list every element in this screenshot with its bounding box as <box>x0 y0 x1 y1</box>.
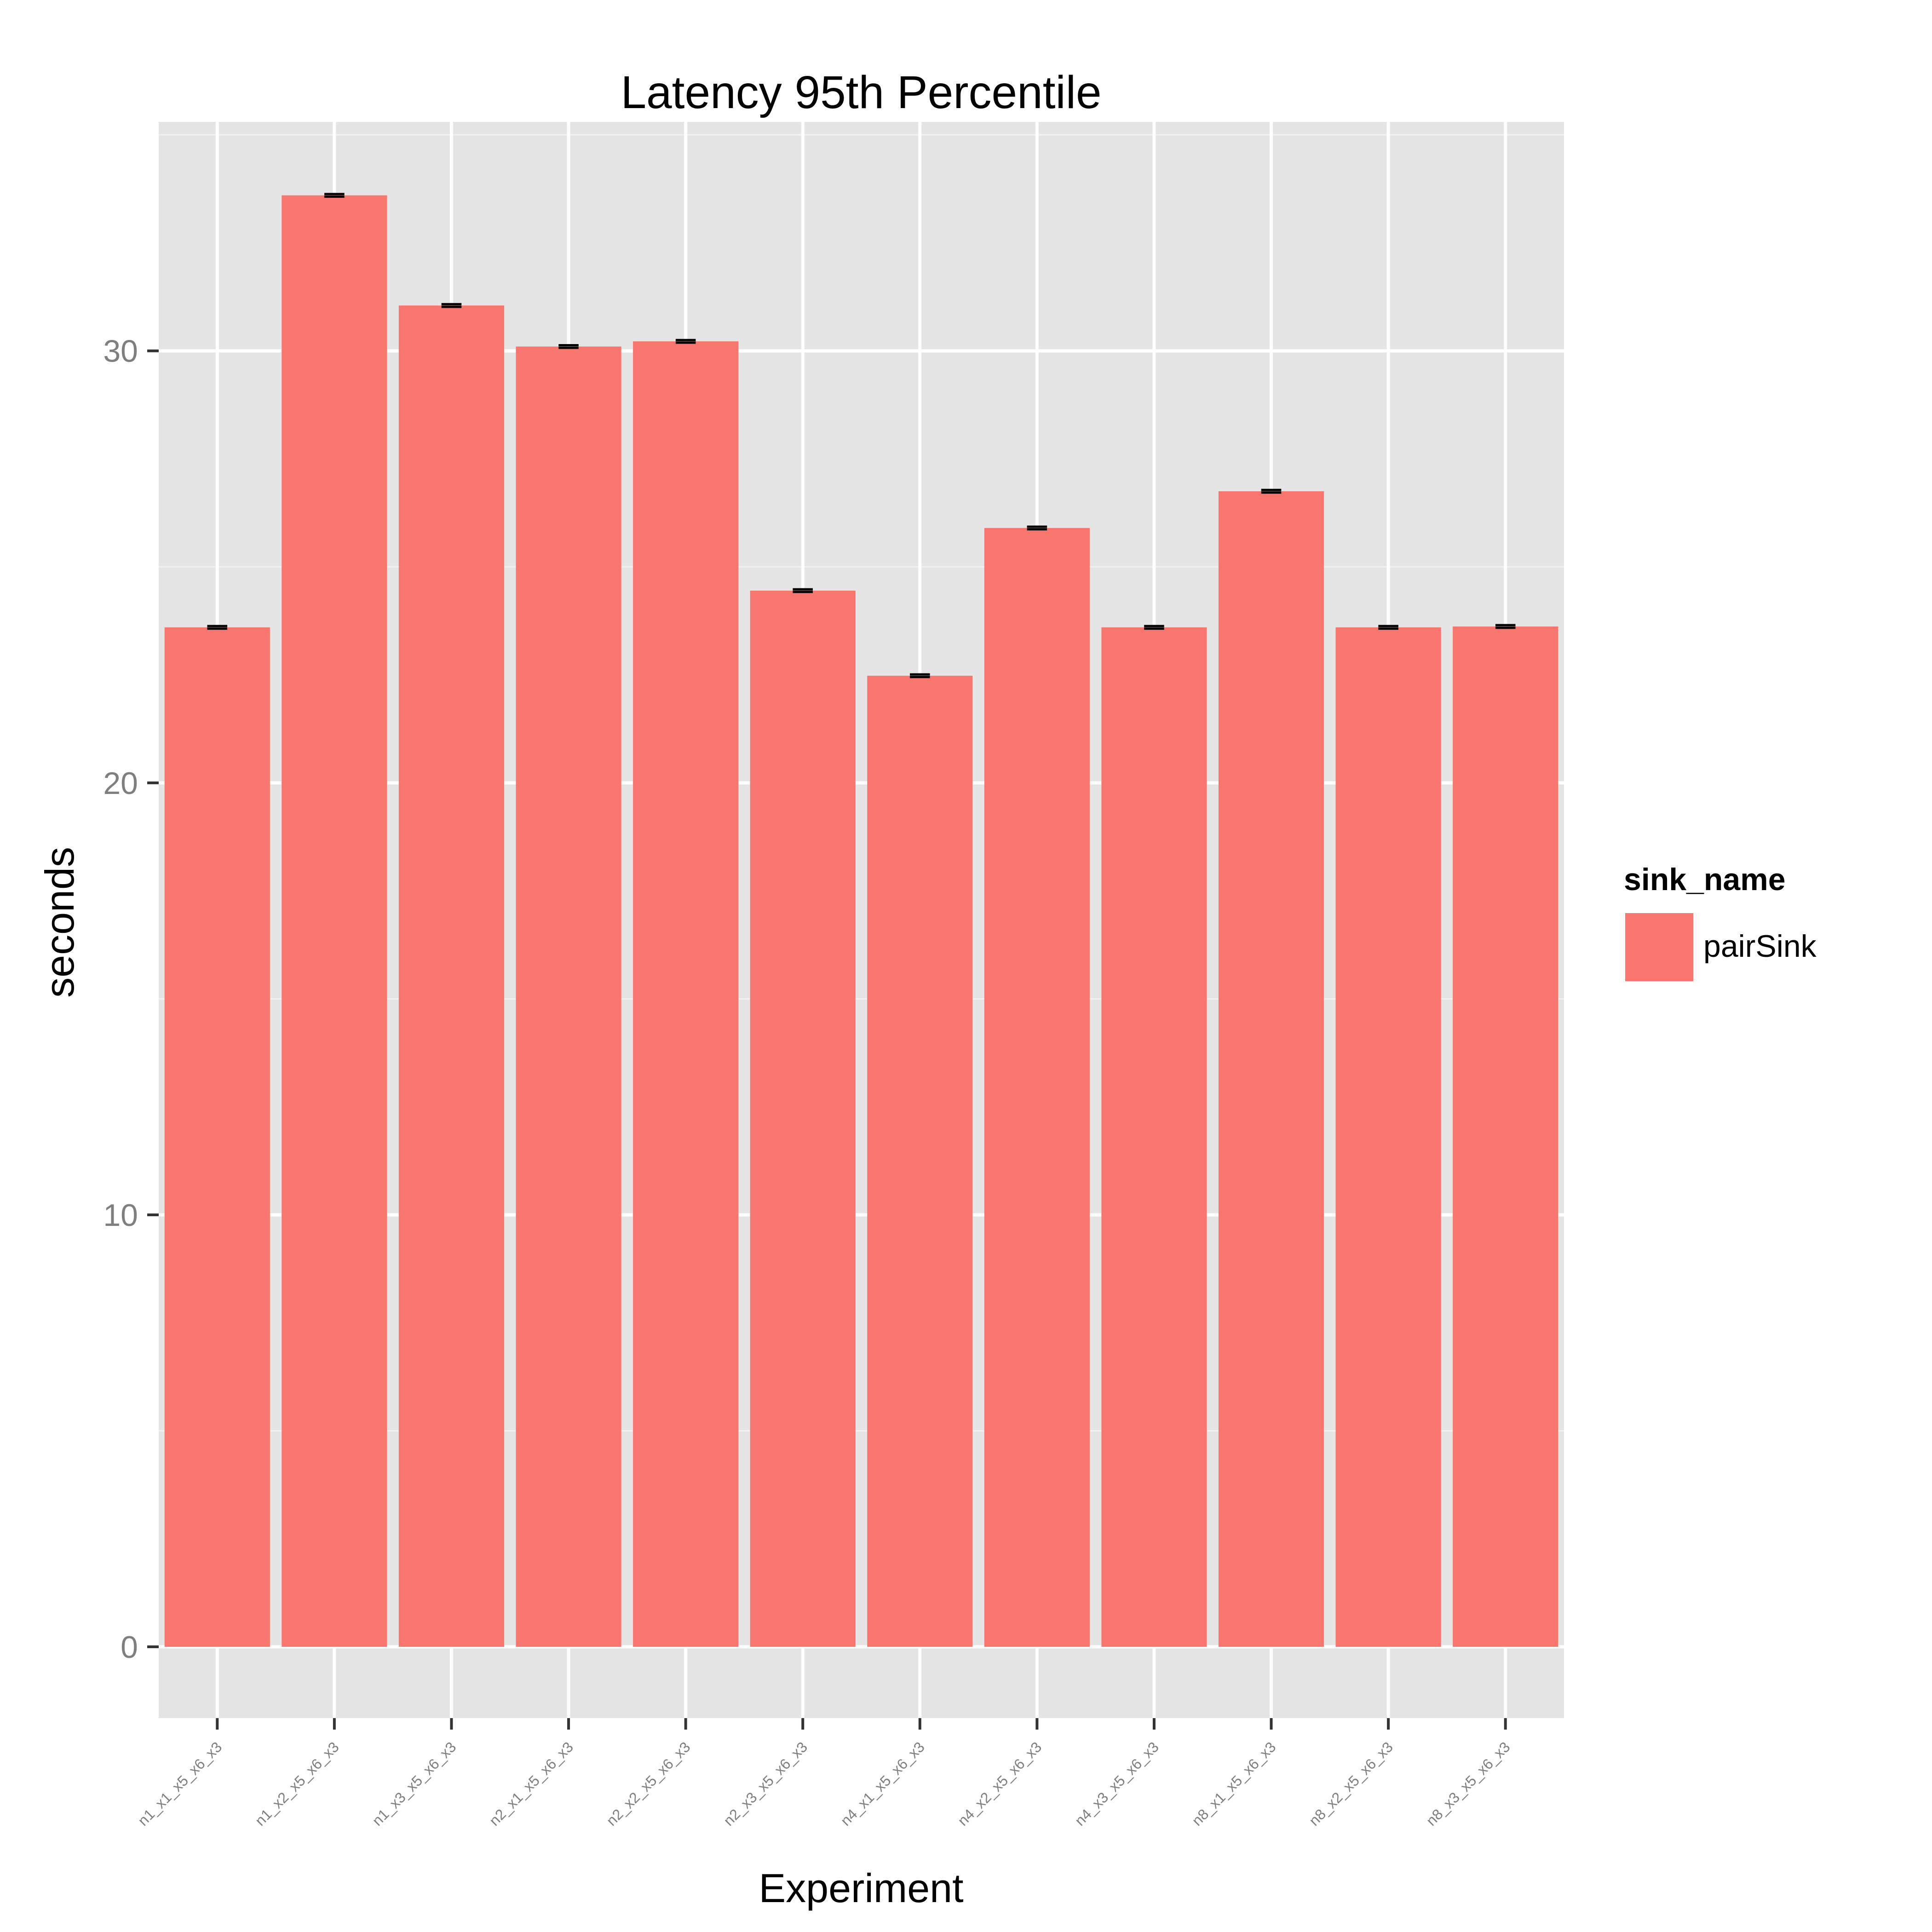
bar <box>1453 626 1558 1647</box>
bar <box>1335 627 1441 1647</box>
y-tick-label: 0 <box>121 1630 138 1665</box>
y-tick-label: 20 <box>103 766 138 801</box>
bar <box>984 528 1090 1647</box>
legend-swatch <box>1625 913 1693 981</box>
legend-title: sink_name <box>1624 862 1786 897</box>
x-axis-title: Experiment <box>759 1865 963 1911</box>
legend-label-pairsink: pairSink <box>1703 929 1817 964</box>
bar <box>633 341 739 1647</box>
bar <box>282 195 387 1647</box>
y-tick-label: 10 <box>103 1198 138 1233</box>
bar <box>398 305 505 1647</box>
y-tick-label: 30 <box>103 334 138 369</box>
bar <box>1218 491 1324 1647</box>
legend: sink_name pairSink <box>1624 862 1817 981</box>
bar <box>867 675 973 1647</box>
bar <box>164 627 270 1647</box>
y-axis-title: seconds <box>37 847 82 998</box>
bar <box>750 590 856 1647</box>
chart-title: Latency 95th Percentile <box>621 67 1101 118</box>
bar <box>1101 627 1207 1647</box>
panel-background <box>159 122 1564 1718</box>
bar <box>516 346 621 1647</box>
